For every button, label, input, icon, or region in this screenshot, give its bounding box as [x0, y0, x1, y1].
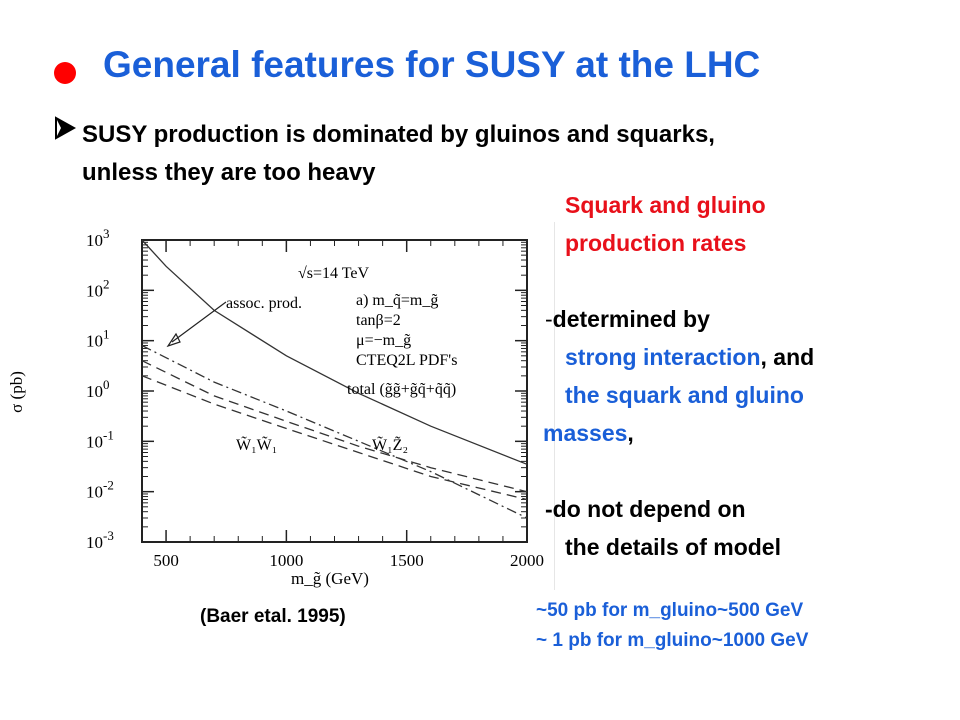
y-tick-labels: 103 102 101 100 10-1 10-2 10-3 [86, 226, 114, 552]
y-tick-label: 101 [86, 327, 110, 351]
not-depend-line: -do not depend on [545, 496, 746, 522]
annotation-w1w1: W̃₁W̃₁ [236, 436, 277, 454]
strong-interaction-line: strong interaction, and [565, 340, 814, 375]
masses-line: masses, [543, 416, 634, 451]
axis-ticks [141, 239, 528, 543]
figure-background [0, 222, 555, 590]
annotation-total: total (g̃g̃+g̃q̃+q̃q̃) [347, 381, 456, 398]
slide-title: General features for SUSY at the LHC [103, 44, 761, 85]
y-axis-label: σ (pb) [7, 371, 26, 413]
note-line-2: ~ 1 pb for m_gluino~1000 GeV [536, 630, 809, 651]
x-tick-label: 500 [153, 551, 179, 570]
heading-line-1: Squark and gluino [565, 192, 766, 218]
cross-section-plot: 103 102 101 100 10-1 10-2 10-3 500 1000 1500 2000… [0, 222, 556, 590]
squark-gluino-line: the squark and gluino [565, 382, 804, 408]
plot-curves [141, 239, 528, 519]
bullet-line-2: unless they are too heavy [82, 159, 376, 186]
x-tick-label: 1000 [269, 551, 303, 570]
figure-citation: (Baer etal. 1995) [200, 606, 346, 627]
annotation-assoc-prod: assoc. prod. [226, 295, 302, 312]
heading-line-2: production rates [565, 230, 747, 256]
cross-section-figure: 103 102 101 100 10-1 10-2 10-3 500 1000 1500 2000… [0, 222, 556, 590]
bullet-line-1: SUSY production is dominated by gluinos … [82, 121, 715, 148]
arrow-bullet-icon [55, 116, 76, 140]
curve-assoc [141, 344, 528, 519]
curve-total [141, 239, 528, 465]
y-tick-label: 10-3 [86, 528, 114, 552]
annotation-case: a) m_q̃=m_g̃ [356, 292, 438, 309]
x-tick-label: 1500 [390, 551, 424, 570]
y-tick-label: 10-2 [86, 478, 114, 502]
note-line-1: ~50 pb for m_gluino~500 GeV [536, 600, 804, 621]
masses: masses [543, 420, 628, 446]
annotation-mu: μ=−m_g̃ [356, 332, 411, 349]
determined-by-line: -determined by [545, 302, 710, 337]
assoc-pointer-arrowhead [166, 332, 181, 348]
y-tick-label: 100 [86, 377, 110, 401]
annotation-w1z2: W̃₁Z̃₂ [372, 436, 408, 454]
determined-by: determined by [552, 306, 710, 332]
title-bullet-dot [54, 62, 76, 84]
annotation-sqrt-s: √s=14 TeV [298, 265, 370, 282]
strong-interaction: strong interaction [565, 344, 761, 370]
determined-dash: - [545, 306, 553, 332]
and-text: , and [760, 344, 815, 370]
x-tick-label: 2000 [510, 551, 544, 570]
y-tick-label: 102 [86, 276, 110, 300]
annotation-tanb: tanβ=2 [356, 312, 401, 329]
x-tick-labels: 500 1000 1500 2000 [153, 551, 544, 570]
bullet-text: SUSY production is dominated by gluinos … [82, 116, 942, 192]
y-tick-label: 10-1 [86, 427, 114, 451]
x-axis-label: m_g̃ (GeV) [291, 569, 369, 588]
annotation-pdf: CTEQ2L PDF's [356, 352, 457, 369]
curve-w1w1 [141, 360, 528, 493]
masses-comma: , [627, 420, 634, 446]
assoc-pointer-line [171, 301, 227, 343]
y-tick-label: 103 [86, 226, 110, 250]
curve-w1z2 [141, 375, 528, 501]
details-of-model-line: the details of model [565, 534, 781, 560]
